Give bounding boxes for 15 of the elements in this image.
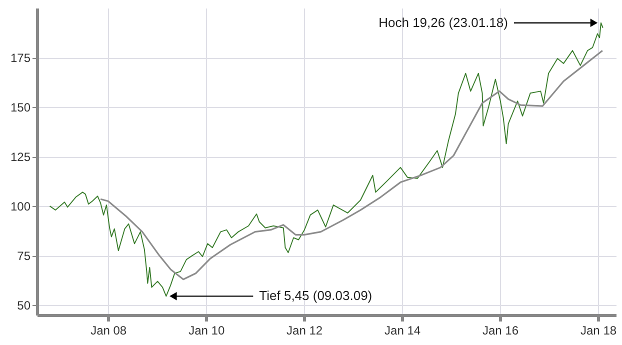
- y-tick-label: 125: [10, 150, 31, 164]
- y-tick-label: 150: [10, 100, 31, 115]
- y-tick-label: 50: [17, 298, 31, 313]
- y-tick-label: 100: [10, 200, 31, 214]
- annotation: Tief 5,45 (09.03.09): [259, 288, 372, 304]
- x-tick-label: Jan 08: [90, 324, 127, 338]
- annotation: Hoch 19,26 (23.01.18): [378, 14, 508, 30]
- x-tick-label: Jan 14: [384, 324, 421, 338]
- y-tick-label: 75: [17, 249, 31, 264]
- x-tick-label: Jan 10: [188, 324, 225, 338]
- line-series: [100, 50, 604, 280]
- x-tick-label: Jan 12: [286, 324, 323, 338]
- y-tick-label: 175: [10, 51, 31, 66]
- x-tick-label: Jan 18: [580, 324, 617, 338]
- x-tick-label: Jan 16: [482, 324, 519, 338]
